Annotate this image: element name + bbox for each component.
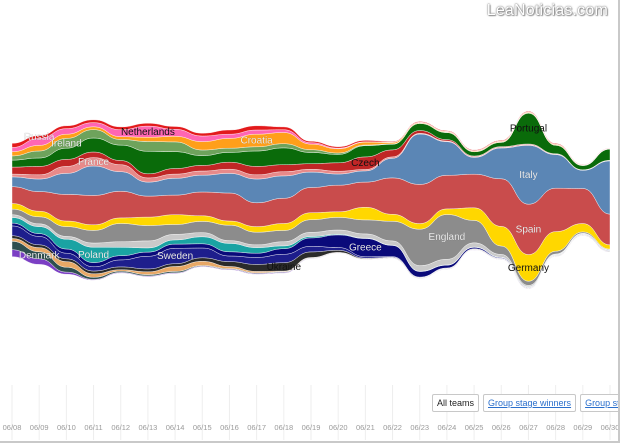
series-label-ireland: Ireland: [51, 138, 82, 149]
x-tick-label: 06/14: [166, 423, 185, 432]
all-teams-button[interactable]: All teams: [432, 394, 480, 412]
x-tick-label: 06/28: [546, 423, 565, 432]
series-label-poland: Poland: [78, 250, 109, 261]
series-label-czech: Czech: [351, 158, 379, 169]
series-label-denmark: Denmark: [19, 250, 61, 261]
stream-layer-russia[interactable]: [11, 110, 611, 165]
filter-button-row: All teams Group stage winners Group stag…: [432, 394, 618, 412]
series-label-russia: Russia: [24, 132, 55, 143]
series-label-greece: Greece: [349, 243, 382, 254]
x-tick-label: 06/13: [139, 423, 158, 432]
x-tick-label: 06/23: [410, 423, 429, 432]
x-tick-label: 06/08: [3, 423, 22, 432]
x-tick-label: 06/22: [383, 423, 402, 432]
x-tick-label: 06/24: [438, 423, 457, 432]
series-label-germany: Germany: [508, 263, 549, 274]
series-label-croatia: Croatia: [241, 136, 274, 147]
x-tick-label: 06/25: [465, 423, 484, 432]
series-label-ukraine: Ukraine: [267, 262, 302, 273]
x-tick-label: 06/30: [601, 423, 620, 432]
x-tick-label: 06/16: [220, 423, 239, 432]
x-tick-label: 06/27: [519, 423, 538, 432]
series-label-netherlands: Netherlands: [121, 127, 175, 138]
series-label-portugal: Portugal: [510, 124, 547, 135]
x-tick-label: 06/17: [247, 423, 266, 432]
series-label-france: France: [78, 157, 110, 168]
x-tick-label: 06/10: [57, 423, 76, 432]
group-stage-out-button[interactable]: Group stage out: [580, 394, 618, 412]
x-tick-label: 06/20: [329, 423, 348, 432]
x-tick-label: 06/18: [274, 423, 293, 432]
x-tick-label: 06/15: [193, 423, 212, 432]
x-tick-label: 06/21: [356, 423, 375, 432]
x-tick-label: 06/09: [30, 423, 49, 432]
series-label-sweden: Sweden: [157, 251, 193, 262]
x-tick-label: 06/12: [111, 423, 130, 432]
x-tick-label: 06/11: [84, 423, 102, 432]
x-tick-label: 06/26: [492, 423, 511, 432]
series-label-england: England: [429, 232, 466, 243]
series-label-spain: Spain: [516, 224, 542, 235]
x-tick-label: 06/29: [573, 423, 592, 432]
group-stage-winners-button[interactable]: Group stage winners: [483, 394, 577, 412]
x-tick-label: 06/19: [302, 423, 321, 432]
watermark-text: LeaNoticias.com: [486, 2, 608, 19]
series-label-italy: Italy: [519, 170, 537, 181]
